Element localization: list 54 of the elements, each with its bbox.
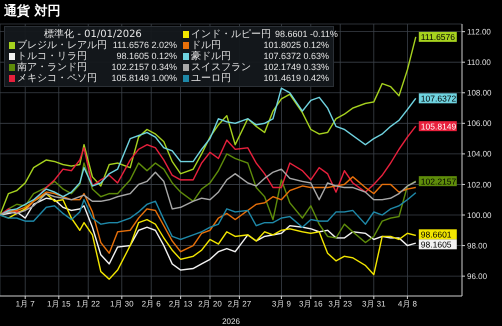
x-tick-label: 1月 30 (110, 300, 134, 309)
annotation: 111.6576 2.02% (112, 40, 177, 51)
legend-label: ブレジル・レアル円 (17, 40, 108, 51)
x-tick-label: 1月 15 (47, 300, 72, 309)
x-tick-label: 2月 13 (168, 300, 193, 309)
line-series (0, 168, 416, 216)
x-tick-label: 3月 23 (328, 300, 353, 309)
x-tick-label: 3月 31 (362, 300, 386, 309)
y-tick-label: 98.00 (467, 241, 488, 250)
data-label: 98.6601 (420, 230, 452, 240)
legend-title: 標準化 - 01/01/2026 (43, 29, 143, 40)
annotation: 105.8149 1.00% (111, 73, 177, 84)
x-tick-label: 2月 20 (198, 300, 222, 309)
y-tick-label: 102.00 (467, 180, 492, 190)
x-tick-label: 3月 9 (272, 300, 292, 309)
y-tick-label: 104.00 (467, 150, 492, 159)
data-label: 98.1605 (420, 240, 452, 250)
annotation: 98.1605 0.12% (116, 51, 177, 62)
y-tick-label: 108.00 (467, 88, 492, 98)
line-series (0, 198, 416, 271)
x-tick-label: 2月 27 (228, 300, 252, 309)
line-series (0, 192, 416, 240)
x-axis-title: 2026 (222, 317, 240, 326)
legend-label: スイスフラン (191, 62, 252, 73)
legend-label: インド・ルピー円 (191, 29, 271, 40)
x-tick-label: 3月 16 (299, 300, 324, 309)
x-tick-label: 1月 22 (76, 300, 101, 309)
legend-label: トルコ・リラ円 (17, 51, 88, 62)
annotation: 102.2157 0.34% (111, 62, 177, 73)
legend-label: ドル円 (191, 40, 222, 51)
legend-label: ユーロ円 (191, 73, 232, 84)
data-label: 105.8149 (420, 121, 457, 132)
y-tick-label: 112.00 (467, 27, 492, 36)
x-tick-label: 1月 7 (16, 300, 36, 309)
legend-label: 南ア・ランド円 (17, 62, 88, 73)
chart-title: 通貨 対円 (3, 2, 62, 20)
annotation: 102.1749 0.33% (263, 62, 329, 73)
annotation: 101.4619 0.42% (263, 73, 329, 84)
data-label: 107.6372 (420, 94, 457, 104)
y-tick-label: 106.00 (467, 119, 492, 128)
y-tick-label: 100.00 (467, 210, 492, 220)
y-tick-label: 96.00 (467, 272, 488, 281)
x-tick-label: 4月 8 (398, 300, 418, 309)
line-series (0, 87, 416, 216)
legend-label: 豪ドル円 (191, 51, 232, 62)
annotation: 98.6601 -0.11% (275, 29, 338, 40)
x-tick-label: 2月 6 (142, 300, 162, 309)
legend-label: メキシコ・ペソ円 (17, 73, 98, 84)
data-label: 102.2157 (420, 176, 457, 186)
y-tick-label: 110.00 (467, 58, 492, 68)
data-label: 111.6576 (420, 32, 456, 42)
line-series (0, 125, 416, 216)
annotation: 107.6372 0.63% (263, 51, 329, 62)
annotation: 101.8025 0.12% (263, 40, 329, 51)
